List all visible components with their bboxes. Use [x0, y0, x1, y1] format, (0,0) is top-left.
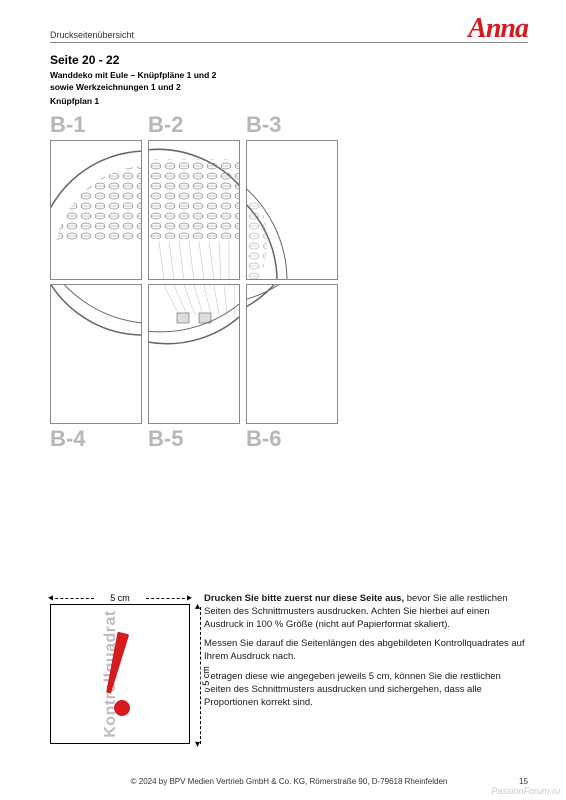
tile-col: B-2 [148, 112, 240, 280]
page-title: Seite 20 - 22 [50, 53, 528, 67]
instruction-p1-bold: Drucken Sie bitte zuerst nur diese Seite… [204, 593, 404, 604]
arrow-down-icon: ▾ [195, 739, 200, 750]
tile-label: B-3 [246, 112, 338, 138]
tile-b5 [148, 284, 240, 424]
tile-col: B-5 [148, 284, 240, 452]
tile-b1 [50, 140, 142, 280]
tile-col: B-3 [246, 112, 338, 280]
tile-col: B-1 [50, 112, 142, 280]
tile-label: B-4 [50, 426, 142, 452]
tile-label: B-2 [148, 112, 240, 138]
dim-right-label: 5 cm [201, 664, 211, 688]
copyright: © 2024 by BPV Medien Vertrieb GmbH & Co.… [70, 777, 508, 786]
tile-label: B-1 [50, 112, 142, 138]
watermark: PassionForum.ru [491, 786, 560, 796]
tile-b3 [246, 140, 338, 280]
section-label: Druckseitenübersicht [50, 30, 134, 40]
exclamation-icon [110, 632, 130, 716]
control-square-wrap: ◂ 5 cm ▸ Kontrollquadrat ▴ 5 cm ▾ [50, 593, 190, 744]
header: Druckseitenübersicht Anna [50, 18, 528, 43]
dimension-right: ▴ 5 cm ▾ [192, 607, 208, 744]
tile-col: B-4 [50, 284, 142, 452]
tile-grid: B-1 B-2 [50, 112, 528, 452]
control-section: ◂ 5 cm ▸ Kontrollquadrat ▴ 5 cm ▾ Drucke… [50, 593, 528, 744]
footer: © 2024 by BPV Medien Vertrieb GmbH & Co.… [50, 777, 528, 786]
tile-b6 [246, 284, 338, 424]
subtitle-line-1: Wanddeko mit Eule – Knüpfpläne 1 und 2 [50, 70, 528, 81]
tile-b2 [148, 140, 240, 280]
plan-label: Knüpfplan 1 [50, 96, 528, 106]
page-number: 15 [508, 777, 528, 786]
tile-label: B-6 [246, 426, 338, 452]
arrow-right-icon: ▸ [187, 592, 192, 603]
instruction-p2: Messen Sie darauf die Seitenlängen des a… [204, 638, 528, 664]
brand-logo: Anna [468, 18, 528, 40]
tile-label: B-5 [148, 426, 240, 452]
dimension-top: ◂ 5 cm ▸ [50, 593, 190, 603]
tile-b4 [50, 284, 142, 424]
instruction-p1: Drucken Sie bitte zuerst nur diese Seite… [204, 593, 528, 631]
control-square: Kontrollquadrat [50, 604, 190, 744]
instructions: Drucken Sie bitte zuerst nur diese Seite… [204, 593, 528, 717]
arrow-left-icon: ◂ [48, 592, 53, 603]
instruction-p3: Betragen diese wie angegeben jeweils 5 c… [204, 671, 528, 709]
tile-col: B-6 [246, 284, 338, 452]
dim-top-label: 5 cm [110, 593, 130, 603]
subtitle-line-2: sowie Werkzeichnungen 1 und 2 [50, 82, 528, 93]
